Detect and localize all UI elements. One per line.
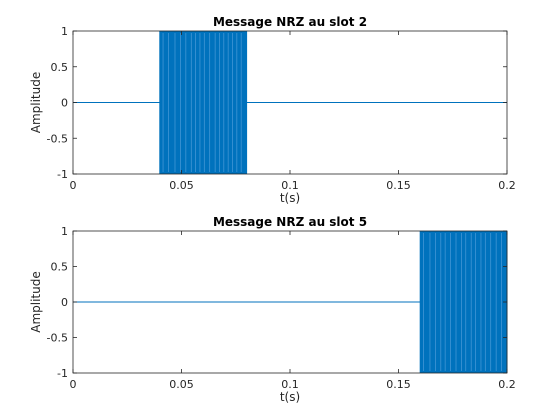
chart-title: Message NRZ au slot 2 [213, 15, 367, 29]
x-axis-label: t(s) [280, 191, 300, 205]
y-tick-label: -1 [57, 168, 68, 181]
y-tick-label: -0.5 [47, 332, 68, 345]
y-axis-label: Amplitude [29, 72, 43, 134]
x-tick-label: 0.1 [281, 179, 299, 192]
x-tick-label: 0.1 [281, 378, 299, 391]
y-tick-label: 0 [61, 296, 68, 309]
x-tick-label: 0.2 [498, 179, 516, 192]
x-axis-label: t(s) [280, 390, 300, 404]
x-tick-label: 0.05 [169, 378, 194, 391]
subplot-1: 0 0.05 0.1 0.15 0.2 -1 -0.5 0 0.5 1 Message NRZ au… [29, 15, 516, 205]
x-tick-label: 0 [70, 378, 77, 391]
x-tick-label: 0.15 [386, 179, 411, 192]
x-tick-label: 0.2 [498, 378, 516, 391]
subplot-2: 0 0.05 0.1 0.15 0.2 -1 -0.5 0 0.5 1 Message NRZ au… [29, 215, 516, 404]
x-tick-label: 0 [70, 179, 77, 192]
y-tick-label: 1 [61, 25, 68, 38]
x-tick-label: 0.05 [169, 179, 194, 192]
y-tick-label: 0 [61, 97, 68, 110]
chart-title: Message NRZ au slot 5 [213, 215, 367, 229]
y-tick-label: -0.5 [47, 132, 68, 145]
y-tick-label: 0.5 [51, 261, 69, 274]
y-tick-label: 0.5 [51, 61, 69, 74]
y-tick-label: -1 [57, 367, 68, 380]
x-tick-label: 0.15 [386, 378, 411, 391]
y-tick-label: 1 [61, 225, 68, 238]
signal-block [159, 31, 247, 174]
y-axis-label: Amplitude [29, 271, 43, 333]
signal-block [420, 231, 507, 373]
